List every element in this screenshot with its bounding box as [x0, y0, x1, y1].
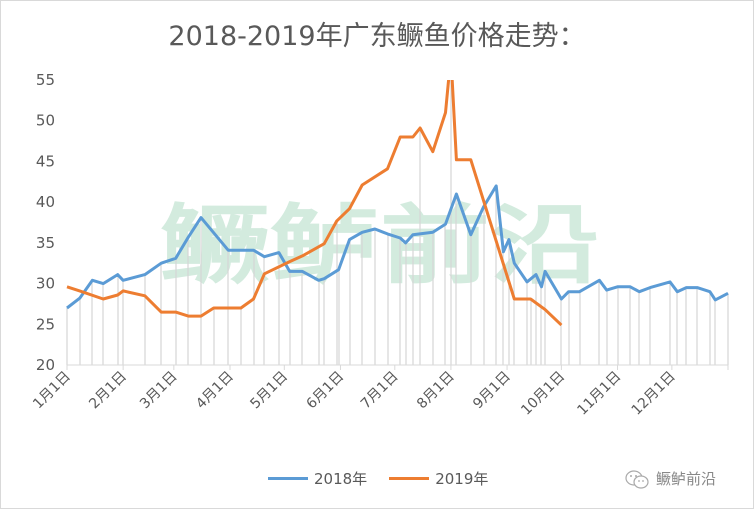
legend-label-2019: 2019年 [435, 470, 489, 488]
y-tick-label: 35 [36, 234, 55, 252]
y-tick-label: 30 [36, 275, 55, 293]
x-tick-label: 2月1日 [86, 369, 130, 413]
legend: 2018年 2019年 [268, 468, 488, 489]
x-tick-label: 10月1日 [518, 369, 568, 419]
y-tick-label: 20 [36, 356, 55, 374]
x-tick-label: 9月1日 [470, 369, 514, 413]
y-tick-label: 50 [36, 112, 55, 130]
series-line-2018 [66, 184, 729, 310]
chart-title: 2018-2019年广东鳜鱼价格走势： [168, 21, 586, 52]
legend-swatch-2019 [389, 477, 430, 480]
logo-text: 鳜鲈前沿 [656, 470, 717, 488]
x-tick-label: 4月1日 [193, 369, 237, 413]
x-tick-label: 5月1日 [247, 369, 291, 413]
y-tick-label: 45 [36, 152, 55, 170]
x-tick-label: 12月1日 [629, 369, 679, 419]
x-tick-label: 7月1日 [358, 369, 402, 413]
x-tick-label: 6月1日 [304, 369, 348, 413]
x-tick-label: 1月1日 [30, 369, 74, 413]
legend-item-2018[interactable]: 2018年 [268, 468, 367, 489]
x-tick-label: 3月1日 [137, 369, 181, 413]
y-tick-label: 40 [36, 193, 55, 211]
x-tick-label: 11月1日 [574, 369, 624, 419]
legend-label-2018: 2018年 [314, 470, 368, 488]
legend-swatch-2018 [268, 477, 308, 480]
y-tick-label: 55 [36, 71, 55, 89]
brand-logo: 鳜鲈前沿 [624, 468, 716, 489]
wechat-icon [625, 469, 649, 489]
legend-item-2019[interactable]: 2019年 [389, 468, 488, 489]
y-tick-label: 25 [36, 315, 55, 333]
x-tick-label: 8月1日 [414, 369, 458, 413]
